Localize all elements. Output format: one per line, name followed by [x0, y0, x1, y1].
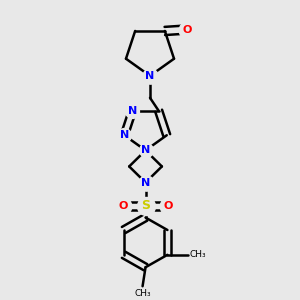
- Text: CH₃: CH₃: [134, 289, 151, 298]
- Text: O: O: [118, 201, 128, 211]
- Text: N: N: [141, 178, 150, 188]
- Text: N: N: [120, 130, 129, 140]
- Text: O: O: [182, 25, 192, 34]
- Text: N: N: [141, 146, 150, 155]
- Text: S: S: [141, 200, 150, 212]
- Text: N: N: [128, 106, 137, 116]
- Text: O: O: [163, 201, 172, 211]
- Text: N: N: [146, 71, 154, 81]
- Text: CH₃: CH₃: [189, 250, 206, 259]
